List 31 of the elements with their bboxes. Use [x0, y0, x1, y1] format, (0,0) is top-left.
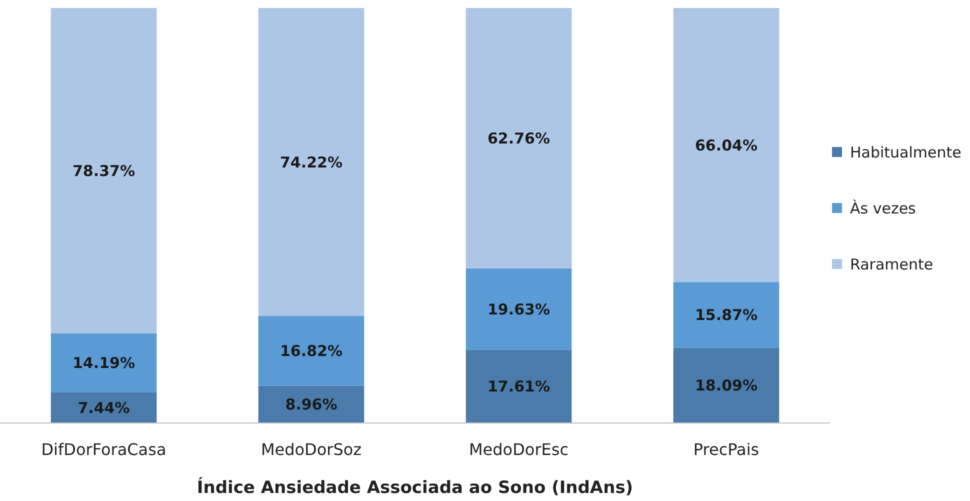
- data-label: 8.96%: [285, 396, 338, 414]
- data-label: 14.19%: [72, 354, 135, 372]
- data-label: 19.63%: [488, 300, 550, 318]
- bar: [50, 333, 157, 392]
- data-label: 15.87%: [695, 306, 758, 324]
- data-label: 74.22%: [280, 153, 342, 172]
- data-label: 17.61%: [488, 378, 550, 396]
- data-label: 66.04%: [695, 136, 758, 154]
- bar: [673, 348, 780, 423]
- legend-label: Às vezes: [850, 199, 916, 218]
- bar: [258, 8, 364, 316]
- data-label: 78.37%: [72, 162, 135, 180]
- bar: [673, 282, 780, 348]
- bar: [466, 268, 572, 350]
- legend-label: Raramente: [850, 255, 934, 274]
- data-label: 18.09%: [695, 376, 758, 395]
- data-label: 7.44%: [78, 398, 130, 417]
- legend-label: Habitualmente: [850, 143, 962, 162]
- bar: [466, 8, 572, 268]
- bar: [50, 392, 157, 423]
- x-tick-label: PrecPais: [693, 440, 760, 459]
- bar: [258, 316, 364, 386]
- x-tick-label: DifDorForaCasa: [41, 440, 166, 459]
- bar: [466, 350, 572, 423]
- x-axis-title: Índice Ansiedade Associada ao Sono (IndAns): [196, 477, 634, 498]
- x-tick-label: MedoDorSoz: [260, 440, 362, 459]
- bar: [50, 8, 157, 334]
- data-label: 16.82%: [280, 342, 342, 360]
- x-tick-label: MedoDorEsc: [468, 440, 569, 459]
- bar: [673, 8, 780, 282]
- data-label: 62.76%: [488, 129, 550, 148]
